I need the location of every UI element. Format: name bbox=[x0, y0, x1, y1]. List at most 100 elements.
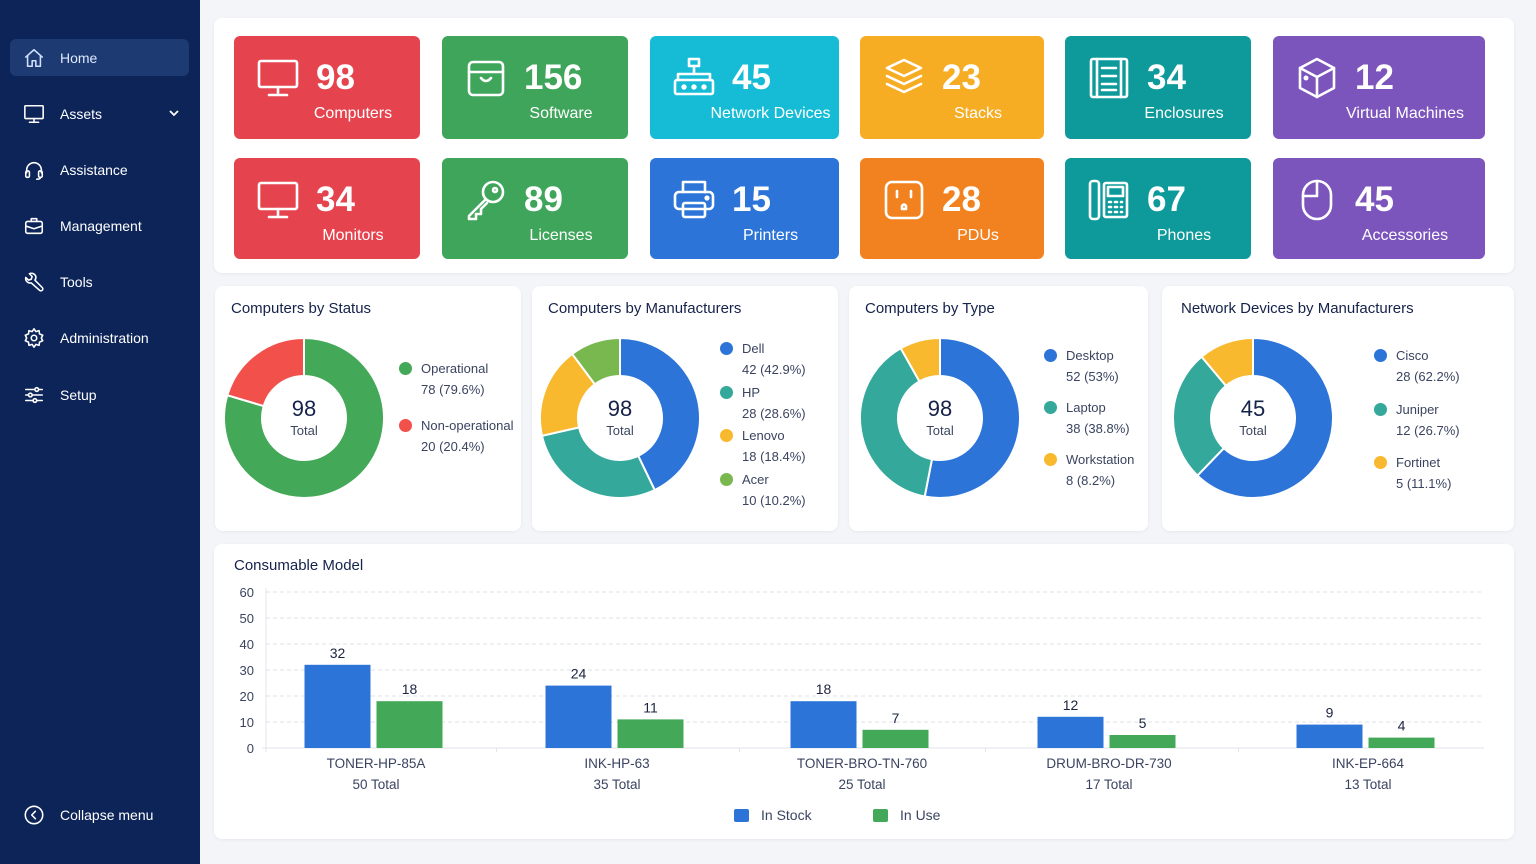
headset-icon bbox=[22, 158, 46, 182]
computers-by-status-card: Computers by Status 98 Total Operational… bbox=[215, 286, 521, 531]
bar-value-label: 18 bbox=[402, 681, 418, 697]
donut-slice-hp[interactable] bbox=[540, 426, 657, 499]
legend-detail: 38 (38.8%) bbox=[1066, 421, 1130, 436]
legend-label[interactable]: In Stock bbox=[761, 807, 812, 823]
key-icon bbox=[464, 178, 508, 222]
mouse-icon bbox=[1295, 178, 1339, 222]
legend-name: Dell bbox=[742, 341, 765, 356]
sidebar-item-administration[interactable]: Administration bbox=[10, 319, 189, 356]
tile-label: Accessories bbox=[1361, 227, 1449, 244]
wrench-icon bbox=[22, 270, 46, 294]
legend-item[interactable]: Juniper 12 (26.7%) bbox=[1374, 399, 1460, 441]
computers-by-manufacturers-card: Computers by Manufacturers 98 Total Dell… bbox=[532, 286, 838, 531]
sidebar-item-label: Assistance bbox=[60, 161, 128, 178]
tile-computers[interactable]: 98 Computers bbox=[234, 36, 420, 139]
tile-enclosures[interactable]: 34 Enclosures bbox=[1065, 36, 1251, 139]
cube-icon bbox=[1295, 56, 1339, 100]
legend-item[interactable]: Non-operational 20 (20.4%) bbox=[399, 415, 514, 457]
tile-pdus[interactable]: 28 PDUs bbox=[860, 158, 1044, 259]
tile-virtual-machines[interactable]: 12 Virtual Machines bbox=[1273, 36, 1485, 139]
y-tick-label: 0 bbox=[247, 741, 254, 756]
legend-item[interactable]: Lenovo 18 (18.4%) bbox=[720, 425, 806, 467]
legend-name: Laptop bbox=[1066, 400, 1106, 415]
sidebar-item-setup[interactable]: Setup bbox=[10, 376, 189, 413]
legend-item[interactable]: Workstation 8 (8.2%) bbox=[1044, 449, 1134, 491]
tile-software[interactable]: 156 Software bbox=[442, 36, 628, 139]
printer-icon bbox=[672, 178, 716, 222]
bar-in-use bbox=[1368, 737, 1435, 748]
legend-name: Lenovo bbox=[742, 428, 785, 443]
card-title: Network Devices by Manufacturers bbox=[1181, 300, 1414, 317]
home-icon bbox=[22, 46, 46, 70]
legend-name: Non-operational bbox=[421, 418, 514, 433]
sidebar-item-label: Tools bbox=[60, 273, 93, 290]
card-title: Computers by Status bbox=[231, 300, 372, 317]
x-tick-label: TONER-HP-85A bbox=[327, 756, 426, 771]
sidebar-item-management[interactable]: Management bbox=[10, 207, 189, 244]
bar-in-stock bbox=[1296, 724, 1363, 748]
donut-slice-dell[interactable] bbox=[619, 336, 701, 492]
y-tick-label: 20 bbox=[240, 689, 254, 704]
tile-label: Licenses bbox=[529, 227, 593, 244]
y-tick-label: 60 bbox=[240, 585, 254, 600]
legend-detail: 5 (11.1%) bbox=[1396, 476, 1452, 491]
legend-item[interactable]: Acer 10 (10.2%) bbox=[720, 469, 806, 511]
donut-slice-desktop[interactable] bbox=[923, 336, 1021, 499]
collapse-menu-button[interactable]: Collapse menu bbox=[10, 796, 189, 833]
sidebar-item-assets[interactable]: Assets bbox=[10, 95, 189, 132]
donut-slice-operational[interactable] bbox=[223, 336, 385, 499]
x-tick-total-label: 50 Total bbox=[352, 777, 399, 792]
legend-label[interactable]: In Use bbox=[900, 807, 941, 823]
sidebar-item-label: Management bbox=[60, 217, 142, 234]
tile-label: Stacks bbox=[953, 105, 1002, 122]
legend-item[interactable]: Operational 78 (79.6%) bbox=[399, 358, 488, 400]
legend-detail: 52 (53%) bbox=[1066, 369, 1119, 384]
tile-label: Network Devices bbox=[710, 105, 831, 122]
legend-swatch bbox=[720, 429, 733, 442]
sidebar-item-label: Assets bbox=[60, 105, 103, 122]
donut-slice-workstation[interactable] bbox=[899, 336, 941, 383]
sidebar: Home Assets Assistance Management Tools … bbox=[0, 0, 200, 864]
tile-label: Printers bbox=[742, 227, 799, 244]
donut-slice-cisco[interactable] bbox=[1196, 336, 1334, 499]
sidebar-item-home[interactable]: Home bbox=[10, 39, 189, 76]
tile-value: 156 bbox=[524, 58, 583, 97]
sidebar-item-tools[interactable]: Tools bbox=[10, 263, 189, 300]
bar-in-stock bbox=[790, 701, 857, 748]
legend-item[interactable]: Laptop 38 (38.8%) bbox=[1044, 397, 1130, 439]
card-title: Consumable Model bbox=[234, 557, 364, 574]
briefcase-icon bbox=[22, 214, 46, 238]
chevron-down-icon[interactable] bbox=[167, 106, 181, 120]
donut-slice-acer[interactable] bbox=[570, 336, 621, 386]
tile-value: 45 bbox=[1355, 180, 1394, 219]
legend-item[interactable]: Cisco 28 (62.2%) bbox=[1374, 345, 1460, 387]
legend-item[interactable]: Dell 42 (42.9%) bbox=[720, 338, 806, 380]
bar-value-label: 11 bbox=[643, 699, 658, 715]
tile-licenses[interactable]: 89 Licenses bbox=[442, 158, 628, 259]
bar-chart: 0 10 20 30 40 50 60 32 18 TONER-HP-85A 50 Total 24 1… bbox=[240, 585, 1484, 792]
bar-value-label: 18 bbox=[816, 681, 832, 697]
tile-stacks[interactable]: 23 Stacks bbox=[860, 36, 1044, 139]
tile-printers[interactable]: 15 Printers bbox=[650, 158, 839, 259]
tile-phones[interactable]: 67 Phones bbox=[1065, 158, 1251, 259]
tile-accessories[interactable]: 45 Accessories bbox=[1273, 158, 1485, 259]
y-tick-label: 30 bbox=[240, 663, 254, 678]
donut-slice-laptop[interactable] bbox=[859, 346, 934, 498]
tile-monitors[interactable]: 34 Monitors bbox=[234, 158, 420, 259]
donut-slice-non-operational[interactable] bbox=[226, 336, 305, 408]
donut-slice-fortinet[interactable] bbox=[1200, 336, 1254, 388]
legend-item[interactable]: Desktop 52 (53%) bbox=[1044, 345, 1119, 387]
bar-in-stock bbox=[545, 685, 612, 748]
legend-item[interactable]: HP 28 (28.6%) bbox=[720, 382, 806, 424]
tile-network-devices[interactable]: 45 Network Devices bbox=[650, 36, 839, 139]
monitor-icon bbox=[256, 178, 300, 222]
enclosure-icon bbox=[1087, 56, 1131, 100]
sidebar-item-label: Administration bbox=[60, 329, 149, 346]
legend-detail: 28 (28.6%) bbox=[742, 405, 806, 421]
phone-icon bbox=[1087, 178, 1131, 222]
legend-item[interactable]: Fortinet 5 (11.1%) bbox=[1374, 452, 1452, 494]
bar-value-label: 4 bbox=[1398, 718, 1406, 734]
tile-value: 67 bbox=[1147, 180, 1186, 219]
bar-in-use bbox=[376, 701, 443, 748]
sidebar-item-assistance[interactable]: Assistance bbox=[10, 151, 189, 188]
